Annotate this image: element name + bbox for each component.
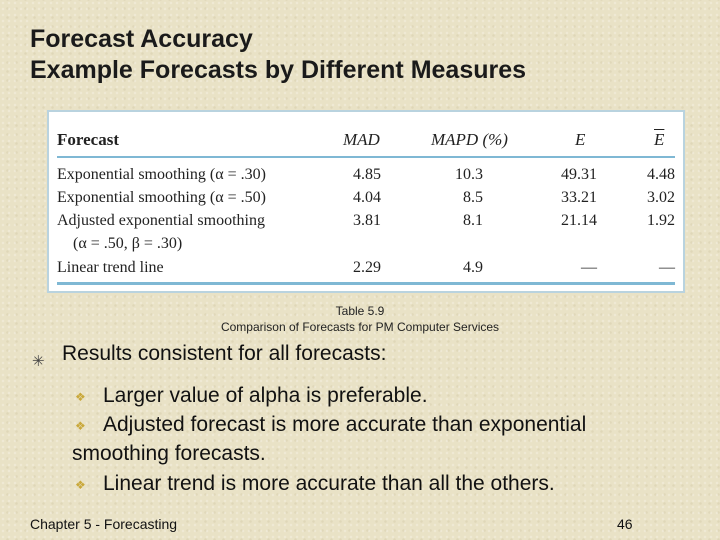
row-mapd: 4.9: [463, 259, 483, 276]
sub-bullet-3: Linear trend is more accurate than all t…: [103, 472, 555, 495]
row-e-bar: 3.02: [647, 189, 675, 206]
row-mad: 4.04: [353, 189, 381, 206]
row-e: —: [581, 259, 597, 276]
row-e-bar: —: [659, 259, 675, 276]
title-line-1: Forecast Accuracy: [30, 25, 253, 53]
row-mapd: 8.5: [463, 189, 483, 206]
row-mad: 4.85: [353, 166, 381, 183]
sub-bullet-2-continued: smoothing forecasts.: [72, 442, 266, 465]
diamond-bullet-icon: ❖: [75, 419, 86, 433]
title-line-2: Example Forecasts by Different Measures: [30, 56, 527, 84]
footer-chapter: Chapter 5 - Forecasting: [30, 516, 178, 532]
header-e: E: [575, 130, 586, 149]
header-mad: MAD: [343, 130, 380, 149]
table-caption-number: Table 5.9: [335, 304, 385, 318]
sub-bullet-1: Larger value of alpha is preferable.: [103, 384, 428, 407]
row-mad: 2.29: [353, 259, 381, 276]
row-mapd: 8.1: [463, 212, 483, 229]
header-e-bar: E: [654, 130, 665, 149]
comparison-table: Forecast MAD MAPD (%) E E Exponential sm…: [47, 110, 685, 293]
row-mapd: 10.3: [455, 166, 483, 183]
row-e-bar: 4.48: [647, 166, 675, 183]
footer-page-number: 46: [617, 516, 633, 532]
row-label: Exponential smoothing (α = .30): [57, 166, 266, 183]
table-bottom-rule: [57, 282, 675, 285]
row-e: 33.21: [561, 189, 597, 206]
table-header-rule: [57, 156, 675, 158]
row-e: 21.14: [561, 212, 597, 229]
slide-title: Forecast Accuracy Example Forecasts by D…: [30, 24, 526, 86]
header-forecast: Forecast: [57, 130, 119, 149]
row-label: Adjusted exponential smoothing: [57, 212, 265, 229]
row-label: Exponential smoothing (α = .50): [57, 189, 266, 206]
row-label-continued: (α = .50, β = .30): [73, 235, 183, 252]
star-bullet-icon: ✳: [32, 353, 45, 370]
header-mapd: MAPD (%): [431, 130, 508, 149]
row-mad: 3.81: [353, 212, 381, 229]
sub-bullet-2: Adjusted forecast is more accurate than …: [103, 413, 587, 436]
diamond-bullet-icon: ❖: [75, 478, 86, 492]
bullet-main-text: Results consistent for all forecasts:: [62, 342, 387, 365]
row-e-bar: 1.92: [647, 212, 675, 229]
diamond-bullet-icon: ❖: [75, 390, 86, 404]
row-e: 49.31: [561, 166, 597, 183]
table-caption-text: Comparison of Forecasts for PM Computer …: [220, 320, 500, 334]
row-label: Linear trend line: [57, 259, 164, 276]
